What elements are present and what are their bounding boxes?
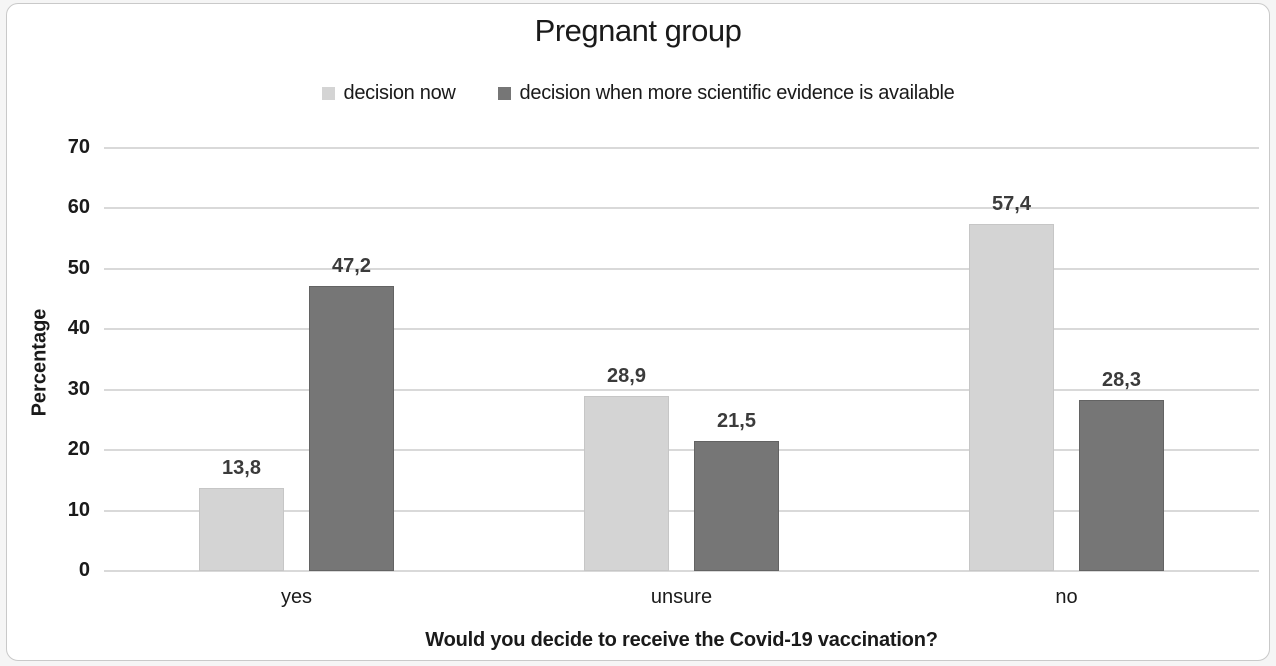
value-label-no-series-1: 28,3 — [1102, 368, 1141, 391]
category-label-yes: yes — [280, 586, 313, 608]
gridline-10 — [104, 509, 1259, 512]
y-tick-label-30: 30 — [67, 377, 90, 400]
legend-label-decision-now: decision now — [343, 82, 456, 104]
category-label-unsure: unsure — [650, 586, 713, 608]
chart-title: Pregnant group — [534, 13, 742, 48]
value-label-yes-series-0: 13,8 — [222, 456, 261, 479]
value-label-unsure-series-0: 28,9 — [607, 365, 646, 388]
y-tick-label-10: 10 — [67, 498, 90, 521]
legend-swatch-decision-now — [321, 87, 335, 100]
chart-frame: Pregnant group decision now decision whe… — [6, 3, 1270, 661]
value-label-unsure-series-1: 21,5 — [717, 410, 756, 433]
gridline-40 — [104, 328, 1259, 331]
legend-swatch-decision-later — [497, 87, 511, 100]
y-tick-label-40: 40 — [67, 317, 90, 340]
bar-unsure-series-0 — [584, 396, 669, 571]
plot-area: 13,8 47,2 yes 28,9 21,5 unsure 57,4 28,3 no — [104, 147, 1259, 608]
y-tick-label-70: 70 — [67, 136, 90, 158]
category-label-no: no — [1055, 586, 1078, 608]
gridline-0 — [104, 570, 1259, 572]
legend-item-decision-later: decision when more scientific evidence i… — [497, 82, 955, 105]
x-axis-title: Would you decide to receive the Covid-19… — [425, 629, 938, 651]
y-tick-label-0: 0 — [78, 559, 90, 581]
bar-unsure-series-1 — [694, 441, 779, 571]
gridline-70 — [104, 147, 1259, 149]
y-tick-label-60: 60 — [67, 196, 90, 219]
legend-label-decision-later: decision when more scientific evidence i… — [519, 82, 955, 104]
y-tick-label-20: 20 — [67, 438, 90, 461]
legend-item-decision-now: decision now — [321, 82, 456, 105]
bar-yes-series-1 — [309, 285, 394, 571]
y-tick-label-50: 50 — [67, 256, 90, 279]
gridline-50 — [104, 267, 1259, 270]
bar-yes-series-0 — [199, 487, 284, 571]
value-label-no-series-0: 57,4 — [992, 193, 1031, 216]
gridline-20 — [104, 449, 1259, 452]
gridline-60 — [104, 207, 1259, 210]
value-label-yes-series-1: 47,2 — [332, 254, 371, 277]
bar-no-series-1 — [1079, 399, 1164, 571]
legend: decision now decision when more scientif… — [7, 82, 1269, 105]
gridline-30 — [104, 388, 1259, 391]
bar-no-series-0 — [969, 224, 1054, 571]
